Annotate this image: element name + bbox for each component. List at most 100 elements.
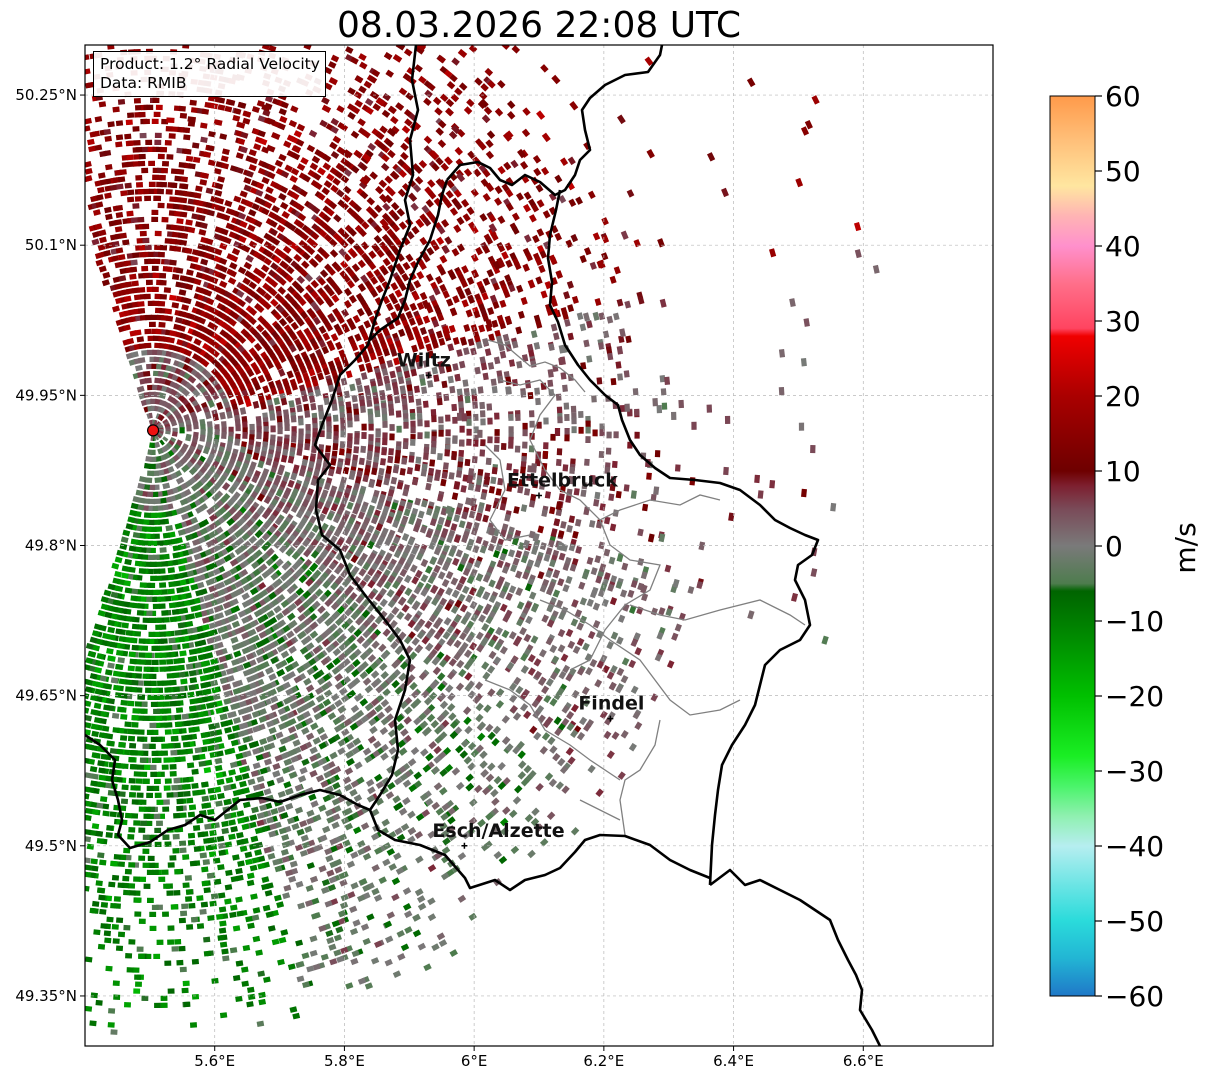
velocity-gate	[140, 771, 148, 777]
velocity-gate	[175, 476, 185, 485]
velocity-gate	[361, 432, 367, 439]
velocity-gate	[257, 374, 266, 384]
velocity-gate	[131, 623, 140, 630]
velocity-gate	[160, 167, 169, 174]
velocity-gate	[296, 404, 303, 413]
velocity-gate	[178, 565, 186, 572]
velocity-gate	[497, 477, 504, 486]
velocity-gate	[431, 415, 437, 423]
velocity-gate	[366, 452, 373, 461]
velocity-gate	[395, 449, 401, 458]
velocity-gate	[181, 734, 189, 741]
velocity-gate	[129, 266, 138, 273]
velocity-gate	[277, 422, 283, 429]
velocity-gate	[169, 259, 177, 266]
velocity-gate	[153, 498, 161, 505]
velocity-gate	[165, 644, 173, 651]
velocity-gate	[480, 439, 486, 447]
velocity-gate	[157, 680, 164, 686]
velocity-gate	[179, 557, 188, 565]
velocity-gate	[150, 575, 158, 582]
velocity-gate	[253, 485, 262, 494]
velocity-gate	[120, 713, 128, 720]
velocity-gate	[226, 517, 235, 527]
velocity-gate	[154, 132, 162, 139]
velocity-gate	[144, 342, 152, 349]
velocity-gate	[200, 731, 209, 739]
velocity-gate	[181, 388, 190, 397]
velocity-gate	[251, 512, 261, 521]
velocity-gate	[189, 344, 199, 352]
velocity-gate	[153, 111, 161, 118]
velocity-gate	[139, 132, 147, 139]
velocity-gate	[139, 757, 147, 763]
velocity-gate	[124, 721, 132, 728]
velocity-gate	[114, 556, 123, 564]
velocity-gate	[212, 413, 219, 421]
velocity-gate	[171, 784, 179, 791]
velocity-gate	[127, 728, 135, 735]
velocity-gate	[131, 721, 139, 728]
velocity-gate	[162, 436, 169, 442]
velocity-gate	[254, 332, 263, 341]
velocity-gate	[134, 525, 143, 532]
velocity-gate	[477, 386, 484, 394]
velocity-gate	[163, 757, 171, 763]
velocity-gate	[445, 414, 451, 422]
velocity-gate	[458, 401, 464, 409]
velocity-gate	[185, 663, 194, 670]
velocity-gate	[416, 406, 423, 414]
velocity-gate	[514, 445, 521, 453]
velocity-gate	[381, 448, 388, 456]
velocity-gate	[101, 725, 110, 732]
velocity-gate	[206, 421, 213, 429]
velocity-gate	[257, 460, 265, 469]
velocity-gate	[131, 799, 139, 805]
velocity-gate	[113, 684, 121, 691]
velocity-gate	[528, 410, 535, 418]
velocity-gate	[280, 454, 288, 463]
velocity-gate	[451, 452, 457, 461]
velocity-gate	[154, 195, 162, 202]
velocity-gate	[159, 272, 167, 279]
velocity-gate	[165, 315, 174, 322]
velocity-gate	[201, 802, 209, 809]
velocity-gate	[486, 403, 493, 411]
velocity-gate	[278, 354, 287, 364]
velocity-gate	[359, 399, 366, 407]
velocity-gate	[159, 415, 165, 422]
velocity-gate	[176, 798, 184, 805]
velocity-gate	[162, 532, 171, 539]
velocity-gate	[443, 393, 450, 402]
velocity-gate	[333, 424, 339, 432]
velocity-gate	[136, 610, 144, 616]
velocity-gate	[151, 757, 159, 764]
velocity-gate	[161, 216, 169, 223]
velocity-gate	[353, 414, 360, 422]
velocity-gate	[466, 418, 472, 426]
velocity-gate	[124, 182, 132, 189]
velocity-gate	[209, 323, 219, 331]
velocity-gate	[187, 656, 196, 663]
velocity-gate	[445, 437, 451, 445]
velocity-gate	[338, 448, 345, 456]
velocity-gate	[191, 546, 200, 554]
velocity-gate	[535, 397, 541, 406]
velocity-gate	[129, 742, 137, 749]
velocity-gate	[203, 289, 213, 297]
velocity-gate	[161, 743, 169, 749]
velocity-gate	[134, 546, 142, 553]
velocity-gate	[165, 442, 173, 450]
velocity-gate	[115, 134, 124, 141]
velocity-gate	[191, 483, 200, 492]
velocity-gate	[421, 386, 428, 394]
velocity-gate	[129, 749, 137, 756]
velocity-gate	[152, 97, 160, 104]
velocity-gate	[466, 438, 472, 446]
velocity-gate	[184, 148, 192, 155]
velocity-gate	[381, 407, 388, 415]
velocity-gate	[171, 273, 180, 281]
velocity-gate	[323, 397, 330, 406]
velocity-gate	[410, 426, 416, 434]
velocity-gate	[254, 446, 261, 454]
